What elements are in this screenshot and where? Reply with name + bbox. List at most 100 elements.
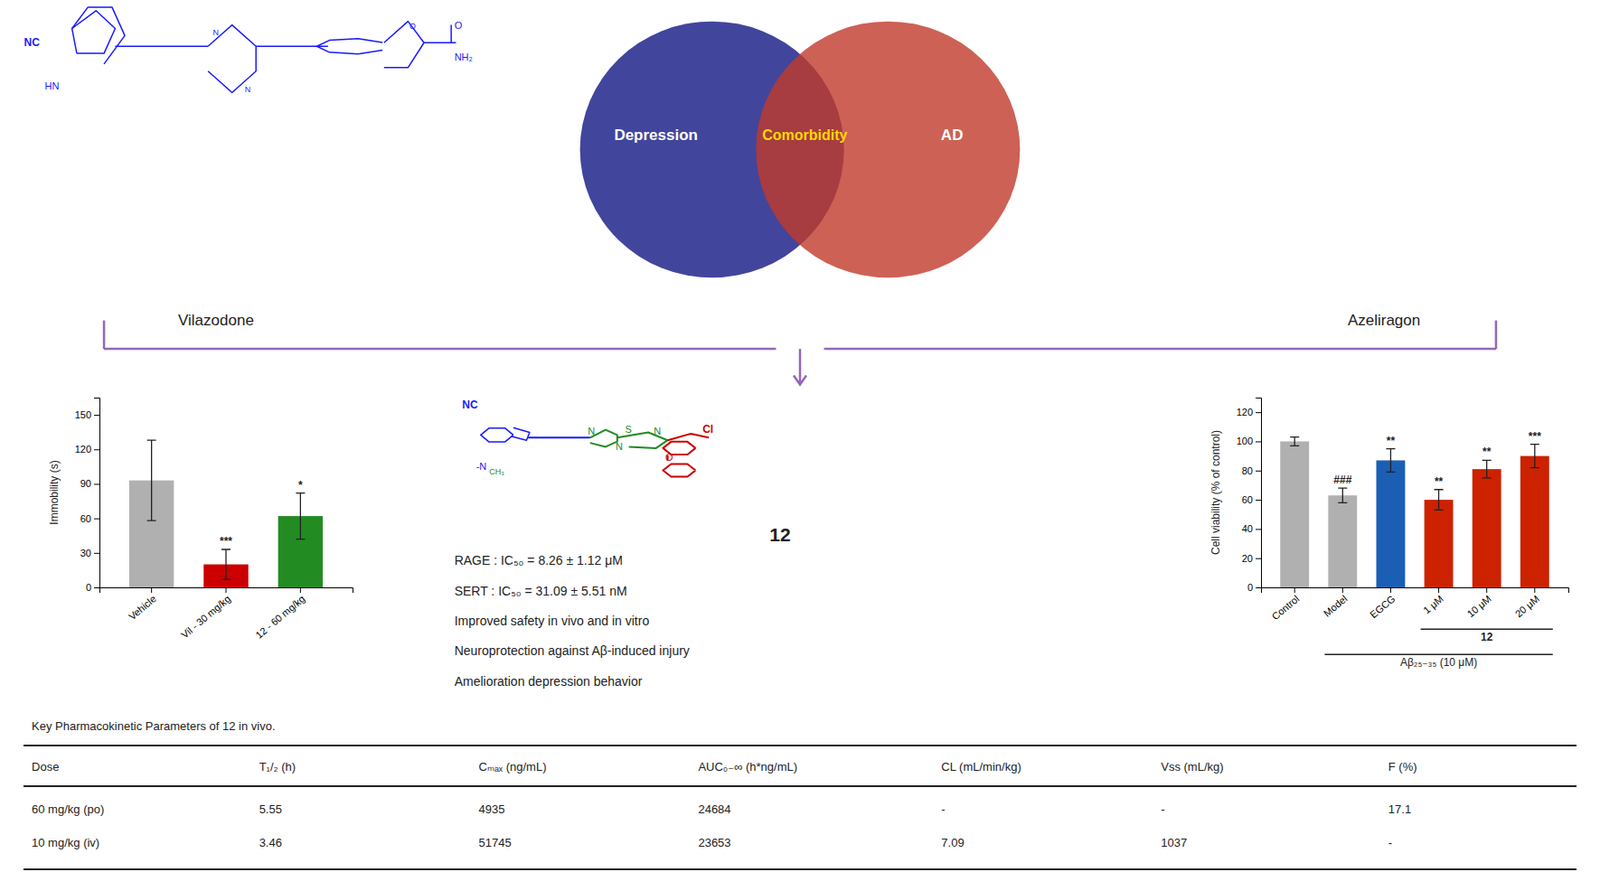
error-bar — [1530, 444, 1540, 469]
x-tick-label: Vehicle — [126, 592, 159, 622]
x-tick: Model — [1321, 587, 1350, 620]
bond — [480, 428, 514, 443]
y-axis: 0 30 60 90 120 150 — [75, 398, 101, 594]
y-axis-line — [1255, 398, 1262, 589]
y-tick: 120 — [75, 443, 100, 455]
x-tick: 10 μM — [1465, 587, 1494, 620]
x-tick-label: Control — [1270, 592, 1302, 622]
significance-label: ** — [1386, 434, 1396, 448]
atom-label: O — [665, 451, 674, 463]
atom-label: N — [653, 425, 661, 437]
bar — [1472, 469, 1502, 588]
venn-label: AD — [941, 126, 964, 144]
x-tick-mark — [1342, 587, 1344, 593]
x-tick-label: Model — [1321, 592, 1350, 619]
x-tick: 20 μM — [1513, 587, 1542, 620]
y-tick: 90 — [80, 478, 100, 490]
table-cell: 3.46 — [259, 836, 283, 850]
y-tick-label: 0 — [85, 582, 92, 593]
x-tick-mark — [1390, 587, 1392, 593]
significance-label: *** — [219, 535, 233, 548]
atom-label: CH₃ — [489, 467, 505, 477]
atom-label: NH₂ — [454, 51, 473, 63]
y-tick-label: 120 — [75, 443, 92, 455]
x-tick-mark — [1534, 587, 1535, 593]
structure: NCHNNNOONH₂ — [24, 7, 473, 95]
error-bar — [1337, 488, 1347, 503]
y-tick-label: 60 — [1242, 494, 1253, 506]
venn-label: Comorbidity — [762, 127, 848, 143]
x-tick: EGCG — [1367, 587, 1398, 621]
y-tick-label: 80 — [1242, 465, 1253, 477]
y-tick: 150 — [75, 409, 100, 421]
bond — [72, 7, 125, 65]
brace — [103, 320, 106, 350]
bar — [1376, 460, 1406, 588]
y-tick: 0 — [85, 582, 100, 593]
y-tick-mark — [94, 483, 100, 485]
significance-label: ** — [1434, 475, 1444, 489]
table-header: T₁/₂ (h) — [259, 760, 297, 774]
group-bracket — [1324, 654, 1553, 656]
y-tick: 120 — [1236, 406, 1262, 418]
y-tick-mark — [94, 449, 100, 451]
atom-label: O — [409, 21, 416, 31]
venn-label: Depression — [613, 126, 698, 144]
x-tick-mark — [1294, 587, 1296, 593]
x-tick-label: 10 μM — [1465, 592, 1494, 620]
annotation: RAGE : IC₅₀ = 8.26 ± 1.12 μM — [454, 553, 623, 568]
y-tick-mark — [94, 518, 100, 520]
table-cell: 1037 — [1160, 836, 1187, 850]
venn-set — [755, 21, 1020, 279]
brace — [824, 348, 1497, 351]
atom-label: N — [587, 425, 595, 437]
y-tick-mark — [1255, 587, 1262, 589]
table-cell: 5.55 — [259, 802, 283, 817]
y-axis: 020406080100120 — [1236, 398, 1262, 594]
table-header: AUC₀₋∞ (h*ng/mL) — [697, 760, 798, 774]
atom-label: NC — [24, 36, 41, 49]
atom-label: S — [624, 423, 631, 435]
table-cell: 4935 — [479, 802, 506, 817]
x-tick-label: 12 - 60 mg/kg — [253, 592, 307, 640]
x-tick-mark — [150, 587, 152, 593]
atom-label: N — [244, 84, 252, 95]
error-bar — [295, 493, 305, 540]
y-tick-label: 150 — [75, 409, 92, 421]
error-bar — [221, 549, 231, 580]
structure: NC-NCH₃NNSNClO — [461, 398, 714, 477]
x-tick-mark — [1486, 587, 1488, 593]
atom-label: -N — [476, 461, 488, 472]
plot-area — [129, 440, 323, 588]
table-cell: 60 mg/kg (po) — [31, 802, 104, 817]
bar — [1327, 495, 1357, 588]
x-tick-mark — [225, 587, 227, 593]
y-tick: 30 — [80, 547, 100, 559]
bond — [662, 464, 696, 478]
table-cell: - — [1160, 802, 1165, 817]
y-tick: 60 — [80, 513, 100, 525]
y-axis-title: Immobility (s) — [47, 460, 61, 525]
bar — [1424, 499, 1454, 588]
y-tick-label: 30 — [80, 547, 92, 559]
x-tick: 12 - 60 mg/kg — [253, 587, 307, 641]
y-tick-mark — [94, 587, 100, 589]
venn-panel: DepressionComorbidityADVilazodoneAzelira… — [24, 7, 1497, 386]
x-tick: Vil - 30 mg/kg — [178, 587, 233, 641]
brace — [103, 348, 776, 351]
molecule-label: Azeliragon — [1347, 311, 1421, 330]
bond — [114, 45, 208, 48]
brace — [1495, 320, 1498, 350]
atom-label: O — [454, 19, 463, 31]
bond — [527, 436, 591, 439]
y-tick-label: 90 — [80, 478, 92, 490]
atom-label: N — [615, 441, 623, 452]
bar-chart: 020406080100120ControlModelEGCG1 μM10 μM… — [1209, 398, 1570, 670]
table-cell: - — [941, 802, 945, 817]
bar — [1280, 441, 1309, 588]
bar — [1520, 456, 1550, 588]
x-axis-line — [1261, 588, 1570, 594]
significance-label: ### — [1333, 473, 1352, 487]
y-tick-mark — [94, 414, 100, 416]
figure: DepressionComorbidityADVilazodoneAzelira… — [0, 0, 1600, 891]
